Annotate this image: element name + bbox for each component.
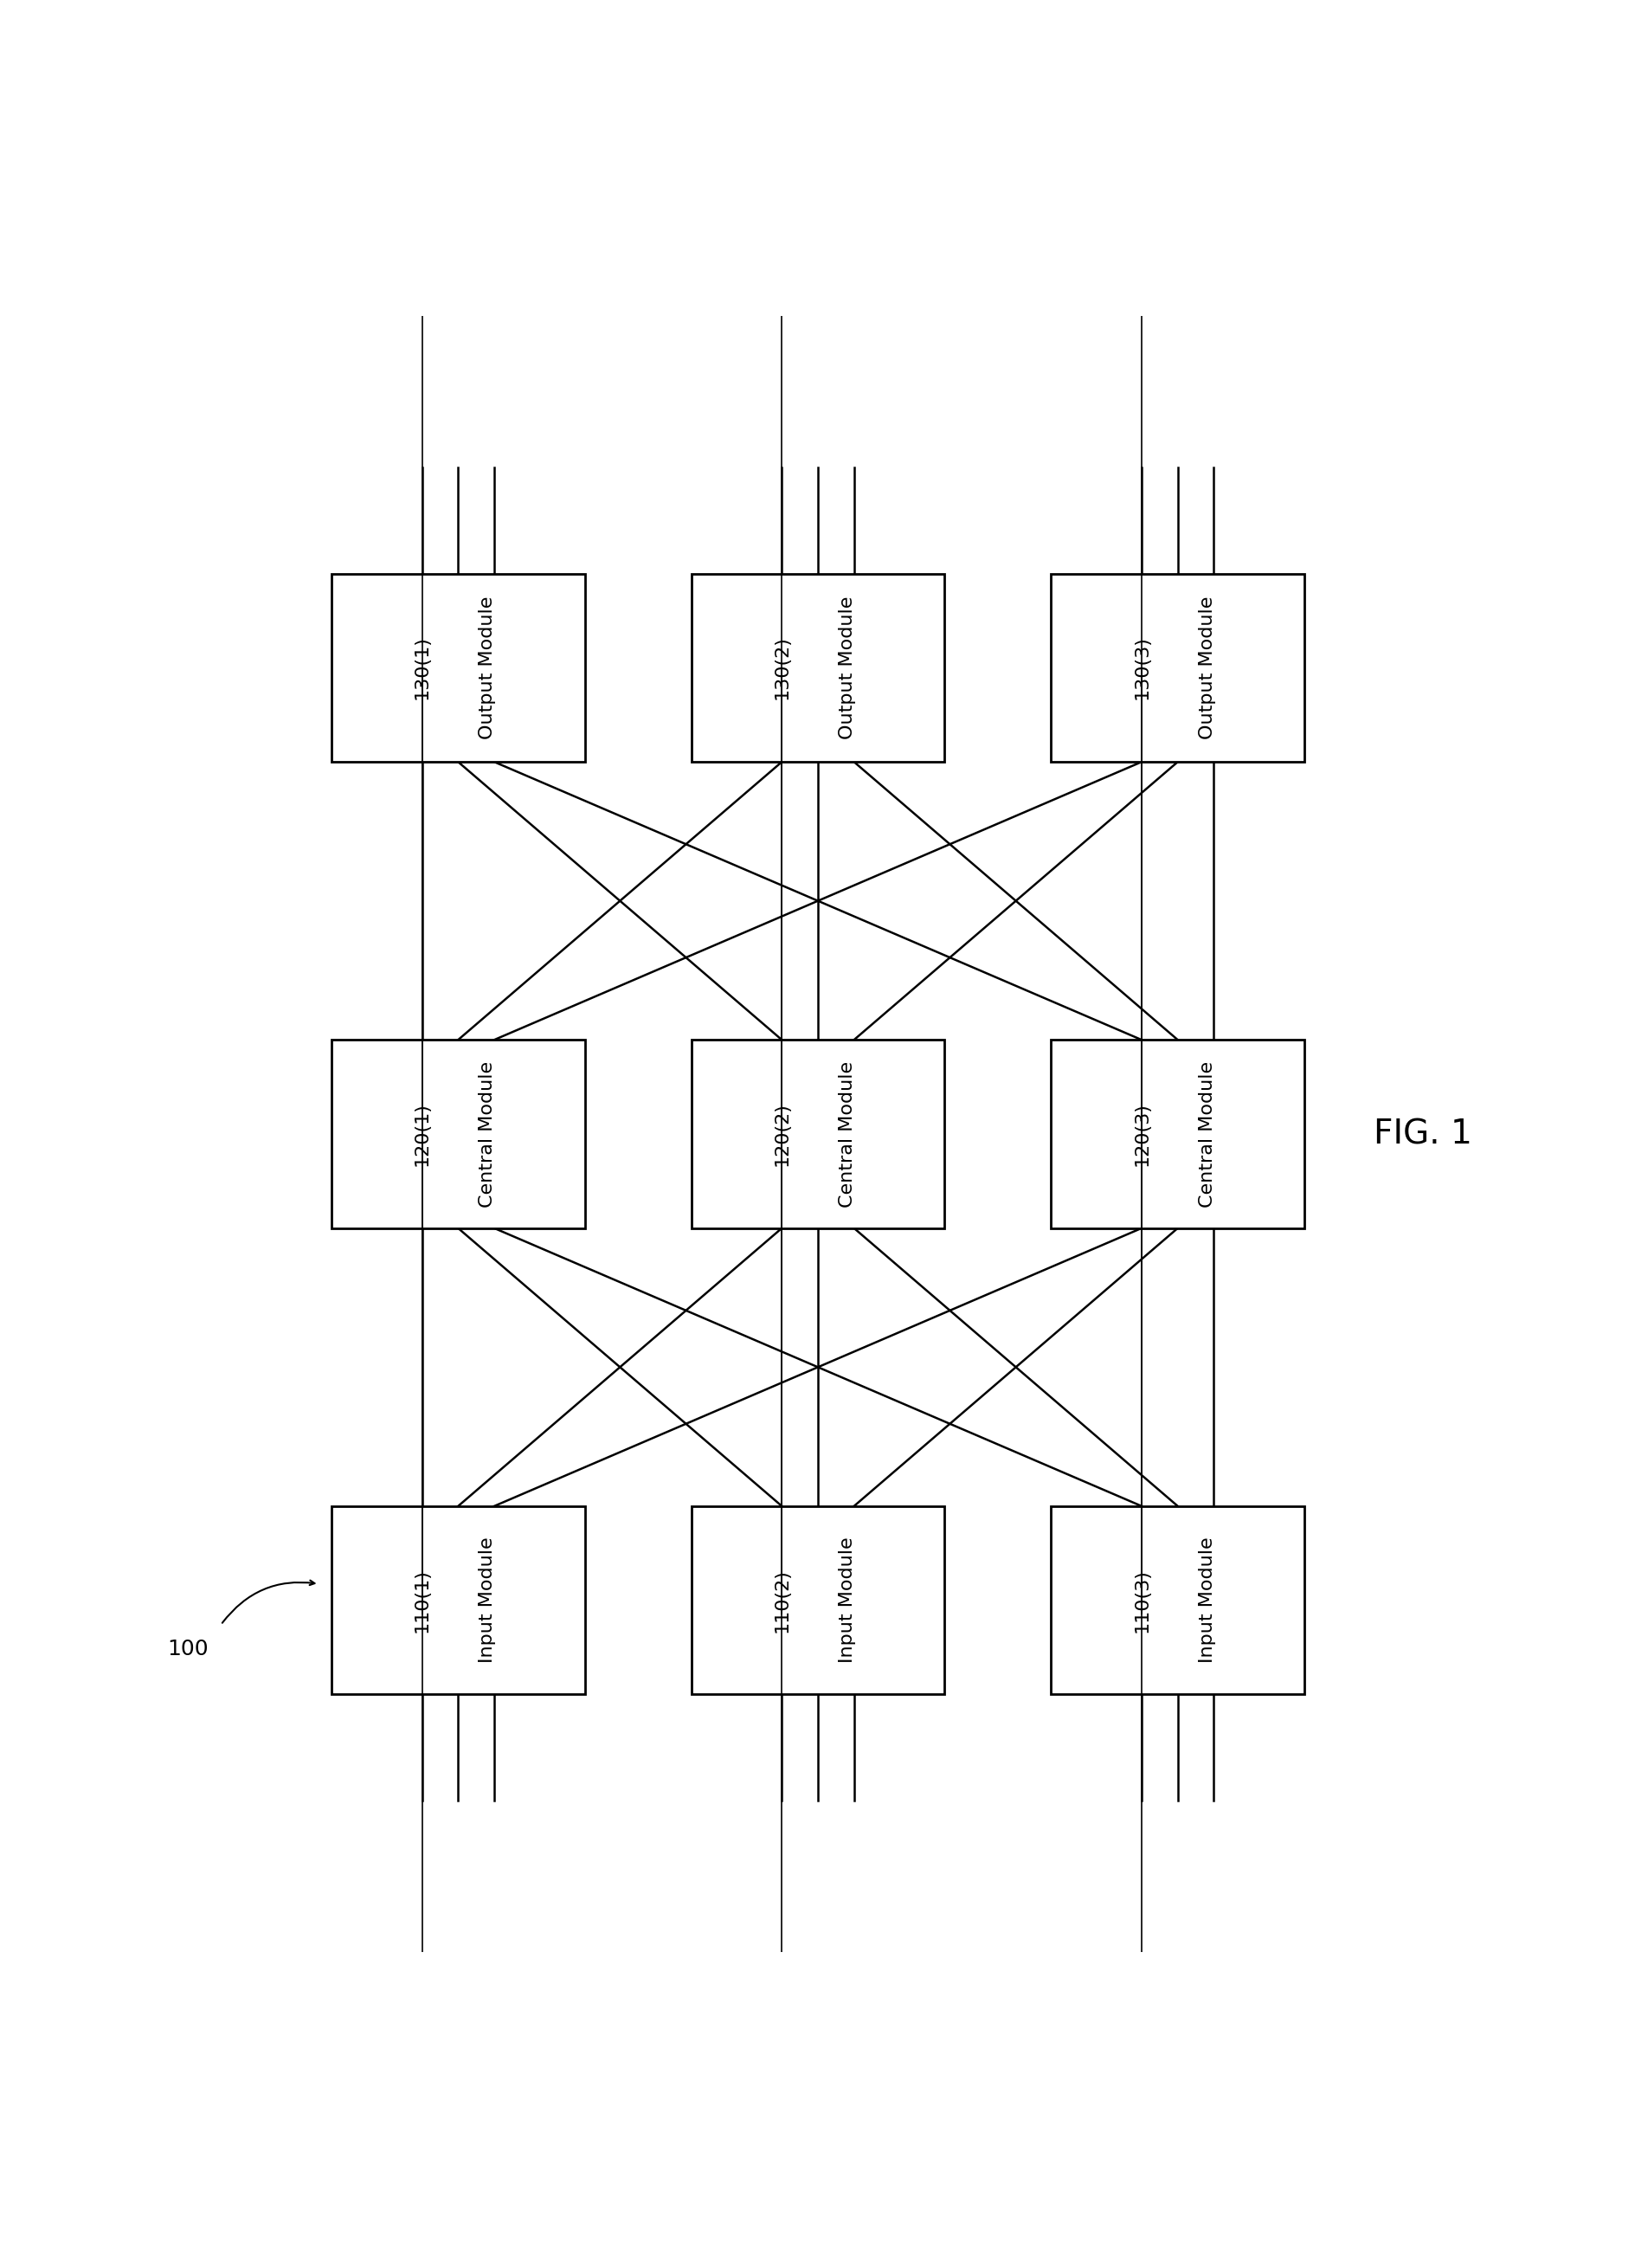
Bar bbox=[1050, 574, 1305, 762]
Bar bbox=[330, 1041, 585, 1227]
Text: Central Module: Central Module bbox=[1198, 1061, 1215, 1207]
Text: Output Module: Output Module bbox=[1198, 596, 1215, 739]
Bar bbox=[690, 574, 945, 762]
Bar bbox=[1050, 1506, 1305, 1694]
Text: Central Module: Central Module bbox=[479, 1061, 495, 1207]
Text: Input Module: Input Module bbox=[1198, 1538, 1215, 1662]
Text: 110(2): 110(2) bbox=[773, 1567, 790, 1633]
Text: 130(3): 130(3) bbox=[1133, 635, 1149, 701]
Text: FIG. 1: FIG. 1 bbox=[1373, 1118, 1472, 1150]
Text: Central Module: Central Module bbox=[839, 1061, 855, 1207]
Text: Input Module: Input Module bbox=[839, 1538, 855, 1662]
Bar bbox=[690, 1041, 945, 1227]
Text: 110(3): 110(3) bbox=[1133, 1567, 1149, 1633]
Text: 120(2): 120(2) bbox=[773, 1102, 790, 1166]
Bar bbox=[330, 574, 585, 762]
Text: 130(1): 130(1) bbox=[414, 635, 430, 701]
Text: 110(1): 110(1) bbox=[414, 1567, 430, 1633]
Text: 100: 100 bbox=[167, 1640, 209, 1660]
Text: Output Module: Output Module bbox=[479, 596, 495, 739]
Text: Output Module: Output Module bbox=[839, 596, 855, 739]
Bar bbox=[690, 1506, 945, 1694]
Bar bbox=[330, 1506, 585, 1694]
Text: 120(3): 120(3) bbox=[1133, 1102, 1149, 1166]
Text: 130(2): 130(2) bbox=[773, 635, 790, 701]
Text: Input Module: Input Module bbox=[479, 1538, 495, 1662]
Text: 120(1): 120(1) bbox=[414, 1102, 430, 1166]
Bar bbox=[1050, 1041, 1305, 1227]
